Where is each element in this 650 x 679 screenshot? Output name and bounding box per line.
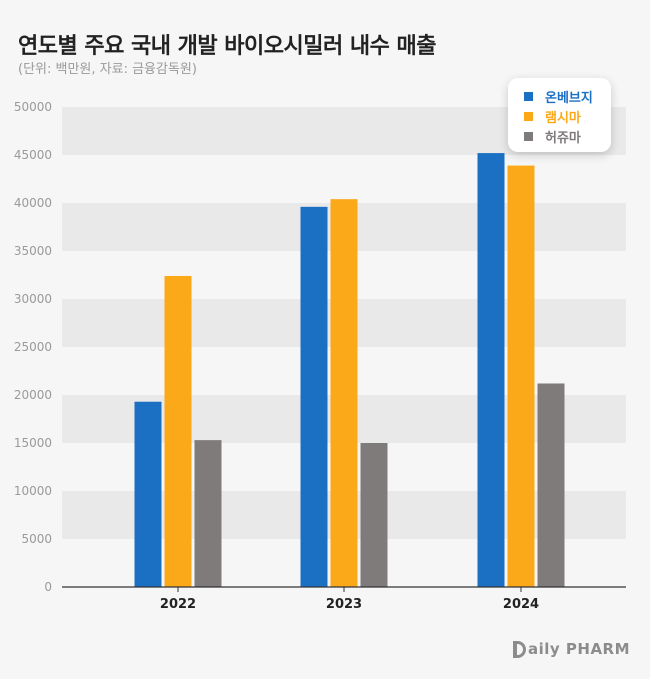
y-tick-label: 0 [44, 580, 52, 594]
bar [134, 401, 162, 587]
bar [360, 443, 388, 587]
bar [477, 153, 505, 587]
legend-item-remsima: 램시마 [524, 106, 581, 126]
y-tick-label: 40000 [14, 196, 52, 210]
brand-text: aily PHARM [528, 640, 631, 658]
legend-item-herzuma: 허쥬마 [524, 126, 581, 146]
chart-subtitle: (단위: 백만원, 자료: 금융감독원) [18, 62, 197, 77]
legend-label: 온베브지 [545, 90, 593, 106]
y-tick-label: 35000 [14, 244, 52, 258]
legend-swatch [524, 131, 533, 141]
x-tick-label: 2024 [503, 597, 539, 612]
bar [164, 275, 192, 587]
bar [194, 440, 222, 587]
brand-d-icon [513, 640, 526, 658]
legend-swatch [524, 111, 533, 121]
y-tick-label: 30000 [14, 292, 52, 306]
legend-label: 램시마 [545, 110, 581, 126]
brand-logo: aily PHARM [513, 640, 630, 658]
legend-swatch [524, 91, 533, 101]
y-tick-label: 25000 [14, 340, 52, 354]
bar [300, 206, 328, 587]
bar [507, 165, 535, 587]
y-tick-label: 45000 [14, 148, 52, 162]
x-tick-label: 2022 [160, 597, 196, 612]
y-tick-label: 15000 [14, 436, 52, 450]
legend: 온베브지 램시마 허쥬마 [508, 78, 611, 152]
bar [330, 199, 358, 587]
x-tick-label: 2023 [326, 597, 362, 612]
chart-title: 연도별 주요 국내 개발 바이오시밀러 내수 매출 [18, 34, 437, 59]
y-tick-label: 5000 [21, 532, 52, 546]
y-tick-label: 10000 [14, 484, 52, 498]
bar [537, 383, 565, 587]
legend-item-onbevzi: 온베브지 [524, 86, 593, 106]
y-tick-label: 50000 [14, 100, 52, 114]
legend-label: 허쥬마 [545, 130, 581, 146]
y-tick-label: 20000 [14, 388, 52, 402]
